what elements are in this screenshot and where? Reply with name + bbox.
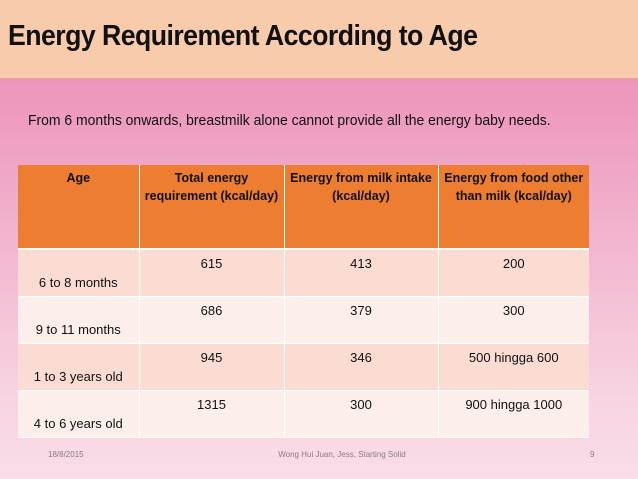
footer-page-number: 9 [590, 450, 595, 459]
cell-energy-milk: 413 [284, 249, 439, 297]
cell-energy-food: 300 [438, 296, 589, 344]
table-row: 4 to 6 years old 1315 300 900 hingga 100… [18, 390, 589, 438]
cell-total-energy: 686 [139, 296, 285, 344]
cell-age: 6 to 8 months [18, 249, 140, 297]
cell-total-energy: 615 [139, 249, 285, 297]
header-energy-food: Energy from food other than milk (kcal/d… [438, 165, 589, 250]
footer-author: Wong Hui Juan, Jess, Starting Solid [278, 450, 406, 459]
footer-date: 18/8/2015 [48, 450, 84, 459]
header-total-energy: Total energy requirement (kcal/day) [139, 165, 285, 250]
table-row: 9 to 11 months 686 379 300 [18, 296, 589, 344]
slide-title: Energy Requirement According to Age [8, 20, 478, 52]
table-row: 6 to 8 months 615 413 200 [18, 249, 589, 297]
cell-energy-milk: 379 [284, 296, 439, 344]
cell-total-energy: 1315 [139, 390, 285, 438]
cell-total-energy: 945 [139, 343, 285, 391]
slide-subtitle: From 6 months onwards, breastmilk alone … [28, 112, 551, 129]
cell-age: 9 to 11 months [18, 296, 140, 344]
cell-age: 1 to 3 years old [18, 343, 140, 391]
cell-energy-milk: 346 [284, 343, 439, 391]
cell-age: 4 to 6 years old [18, 390, 140, 438]
cell-energy-food: 900 hingga 1000 [438, 390, 589, 438]
cell-energy-milk: 300 [284, 390, 439, 438]
table-header-row: Age Total energy requirement (kcal/day) … [18, 165, 589, 250]
energy-table: Age Total energy requirement (kcal/day) … [18, 165, 589, 438]
header-energy-milk: Energy from milk intake (kcal/day) [284, 165, 439, 250]
cell-energy-food: 200 [438, 249, 589, 297]
cell-energy-food: 500 hingga 600 [438, 343, 589, 391]
table-row: 1 to 3 years old 945 346 500 hingga 600 [18, 343, 589, 391]
header-age: Age [18, 165, 140, 250]
title-bar: Energy Requirement According to Age [0, 0, 638, 79]
